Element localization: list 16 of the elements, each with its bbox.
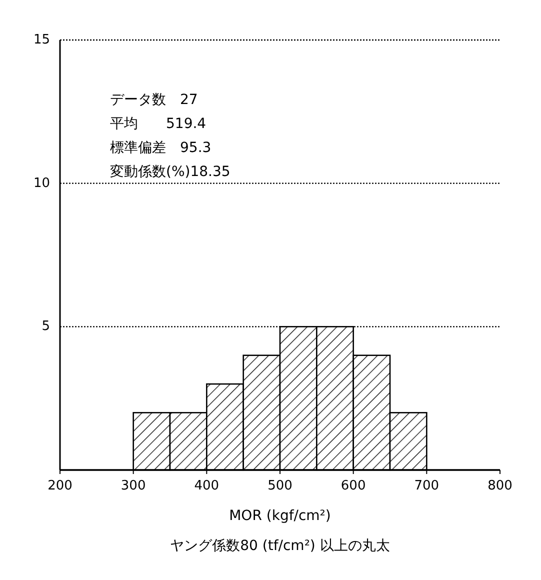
x-axis-title: MOR (kgf/cm²) <box>229 508 331 524</box>
x-tick-label: 200 <box>48 478 72 494</box>
x-tick-label: 400 <box>194 478 220 494</box>
annotation: 平均 519.4 <box>110 116 206 132</box>
y-tick-label: 15 <box>33 32 50 48</box>
y-tick-label: 10 <box>33 176 50 191</box>
x-tick-label: 600 <box>340 478 366 494</box>
annotation: データ数 27 <box>110 92 198 108</box>
text: ヤング係数80 (tf/cm²) 以上の丸太 <box>170 538 390 554</box>
annotation: 変動係数(%)18.35 <box>110 164 230 180</box>
annotation: 標準偏差 95.3 <box>110 140 212 156</box>
x-tick-label: 500 <box>268 478 292 494</box>
x-tick-label: 800 <box>488 478 512 494</box>
x-tick-label: 300 <box>120 478 146 494</box>
y-tick-label: 5 <box>42 319 50 334</box>
x-tick-label: 700 <box>414 478 440 494</box>
